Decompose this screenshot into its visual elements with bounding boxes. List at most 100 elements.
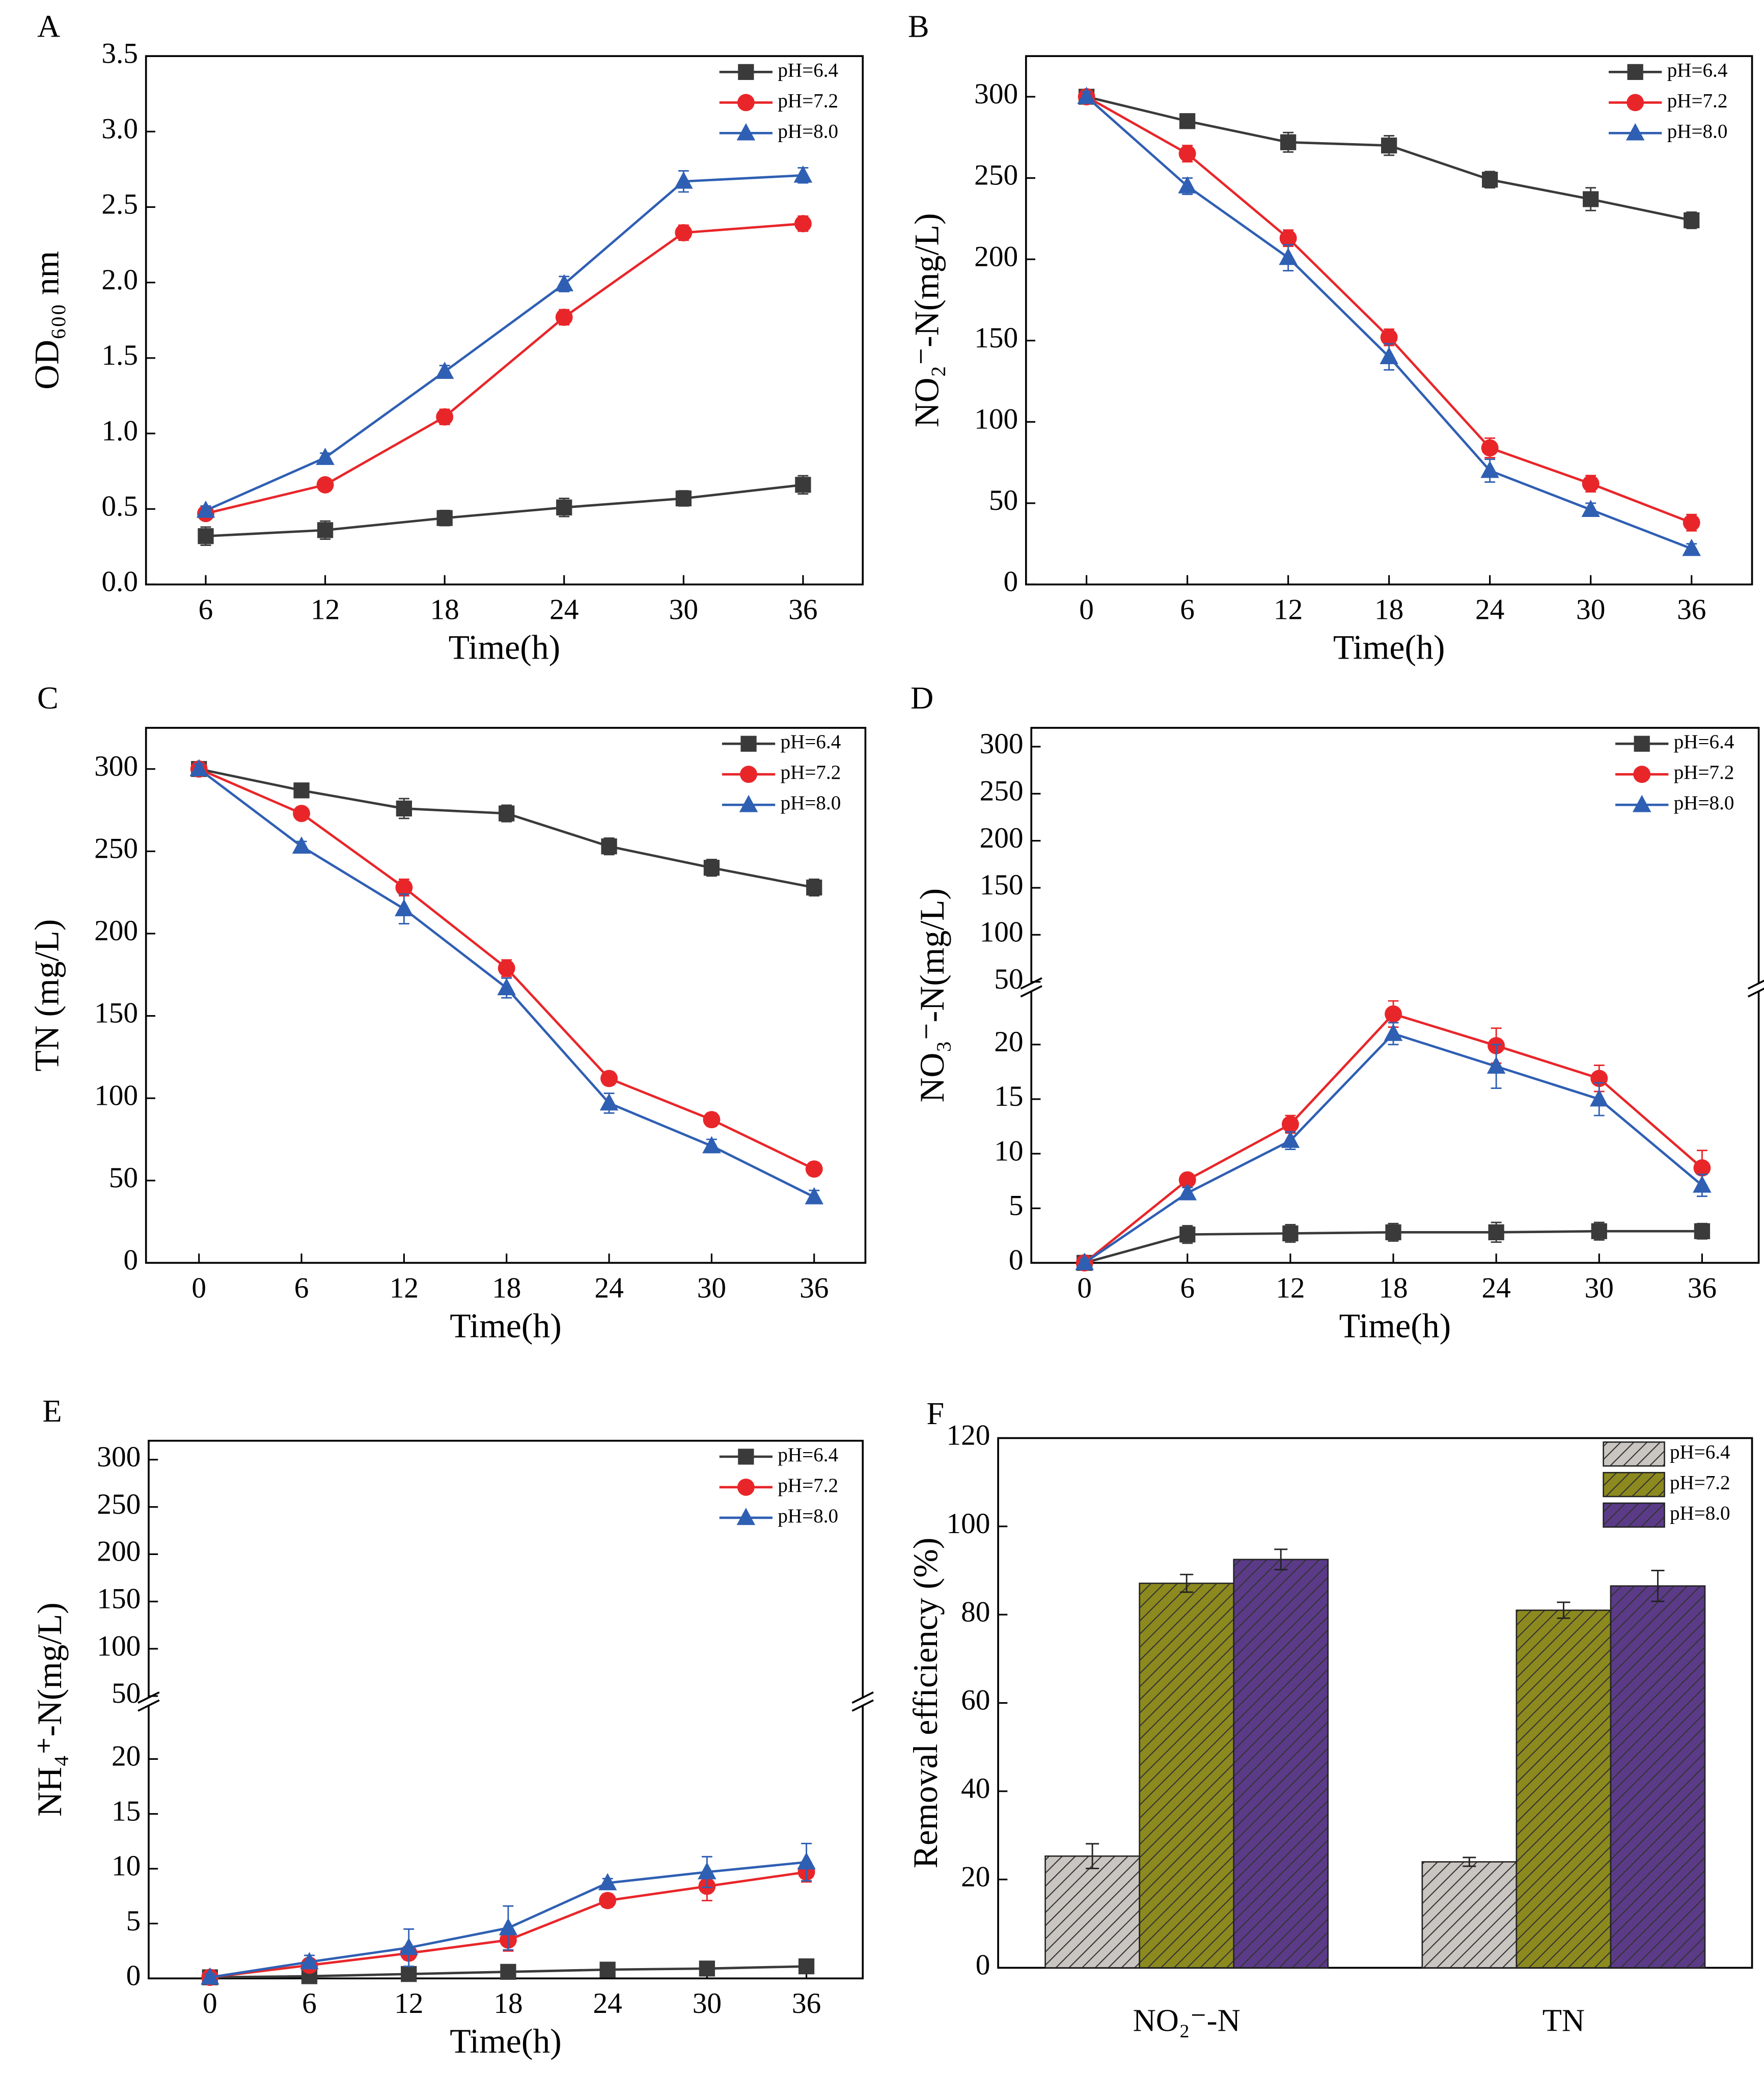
data-point <box>805 1187 823 1205</box>
x-tick-label: 30 <box>693 1987 722 2020</box>
data-point <box>805 1160 823 1178</box>
data-point <box>1481 439 1499 457</box>
data-point <box>189 759 208 777</box>
data-point <box>806 879 822 896</box>
axis-break-mark <box>1020 985 1042 998</box>
y-tick-label: 0 <box>1009 1244 1024 1276</box>
data-point <box>1178 1171 1196 1189</box>
error-bar <box>1180 1573 1194 1593</box>
x-tick-label: 30 <box>1576 593 1605 625</box>
legend-marker <box>1634 735 1650 752</box>
data-point <box>1480 460 1499 478</box>
data-point <box>1178 176 1197 194</box>
x-tick-label: 36 <box>1688 1272 1717 1304</box>
data-point <box>316 447 335 465</box>
data-point <box>292 836 311 854</box>
data-point <box>1282 1225 1299 1242</box>
data-point <box>598 1873 617 1891</box>
y-tick-label: 3.0 <box>101 113 138 145</box>
x-axis-label: Time(h) <box>449 628 561 666</box>
legend-marker <box>1627 64 1643 80</box>
bar <box>1421 1861 1518 1969</box>
data-point <box>797 1852 816 1870</box>
x-tick-label: 0 <box>191 1272 206 1304</box>
x-axis-label: Time(h) <box>1339 1306 1451 1345</box>
data-point <box>1583 191 1599 207</box>
legend-label: pH=8.0 <box>778 1505 838 1527</box>
legend-marker <box>1625 123 1645 141</box>
data-point <box>1381 138 1397 154</box>
legend-label: pH=7.2 <box>778 1475 838 1496</box>
y-tick-label: 0 <box>976 1949 990 1981</box>
data-point <box>1281 1130 1300 1148</box>
data-point <box>1178 1183 1197 1201</box>
data-point <box>1178 145 1196 162</box>
legend-label: pH=7.2 <box>1674 761 1734 783</box>
x-tick-label: 36 <box>788 593 817 625</box>
legend-label: pH=6.4 <box>1670 1441 1730 1463</box>
y-tick-label: 300 <box>974 78 1018 110</box>
y-tick-label: 2.0 <box>101 264 138 296</box>
data-point <box>316 476 334 494</box>
x-axis-label: Time(h) <box>450 2022 562 2060</box>
data-point <box>599 1093 619 1111</box>
data-point <box>698 1862 716 1879</box>
data-point <box>1075 1252 1094 1270</box>
legend-marker <box>738 1449 754 1465</box>
x-tick-label: 18 <box>493 1987 522 2020</box>
data-point <box>703 1111 721 1129</box>
data-point <box>1684 212 1700 229</box>
x-tick-label: TN <box>1542 2002 1585 2038</box>
data-point <box>1380 329 1398 346</box>
data-point <box>201 1967 219 1985</box>
series-line <box>205 222 804 515</box>
data-point <box>1482 172 1498 188</box>
x-tick-label: 0 <box>203 1987 217 2020</box>
data-point <box>1179 113 1196 129</box>
y-tick-label: 20 <box>112 1740 141 1772</box>
data-point <box>793 165 813 183</box>
legend-marker <box>1633 766 1651 783</box>
data-point <box>1385 1005 1402 1023</box>
y-tick-label: 200 <box>97 1536 141 1568</box>
axis-break-mark <box>851 1691 874 1704</box>
bar <box>1139 1583 1235 1969</box>
axis-break-mark <box>137 1691 160 1704</box>
data-point <box>396 800 412 817</box>
data-point <box>674 171 693 189</box>
series-line <box>1086 95 1692 524</box>
legend-label: pH=8.0 <box>781 792 841 814</box>
x-tick-label: 30 <box>669 593 698 625</box>
data-point <box>1682 538 1701 556</box>
legend-marker <box>736 1508 756 1525</box>
y-tick-label: 15 <box>994 1080 1023 1112</box>
data-point <box>1077 87 1096 104</box>
x-tick-label: 12 <box>1276 1272 1305 1304</box>
data-point <box>293 805 311 823</box>
data-point <box>1693 1175 1712 1193</box>
data-point <box>498 959 515 977</box>
bar <box>1515 1610 1612 1969</box>
y-tick-label: 10 <box>112 1850 141 1882</box>
axis-break-mark <box>851 1699 874 1712</box>
y-tick-label: 5 <box>1009 1189 1024 1221</box>
data-point <box>1683 514 1700 532</box>
x-tick-label: 30 <box>1585 1272 1614 1304</box>
axis-break-mark <box>1747 979 1764 990</box>
x-tick-label: 24 <box>594 1272 623 1304</box>
bar <box>1044 1855 1140 1969</box>
error-bar <box>1557 1601 1570 1619</box>
data-point <box>317 522 334 538</box>
error-bar <box>1274 1548 1288 1571</box>
plot-frame <box>145 727 867 1264</box>
y-tick-label: 40 <box>961 1772 990 1805</box>
y-tick-label: 0 <box>123 1244 138 1276</box>
y-tick-label: 200 <box>980 822 1024 854</box>
y-tick-label: 50 <box>109 1162 138 1194</box>
legend-marker <box>1632 795 1651 812</box>
x-tick-label: 18 <box>1374 593 1403 625</box>
x-tick-label: 6 <box>1180 593 1195 625</box>
y-tick-label: 100 <box>974 403 1018 435</box>
data-point <box>1486 1056 1506 1074</box>
legend-label: pH=7.2 <box>1670 1472 1730 1494</box>
